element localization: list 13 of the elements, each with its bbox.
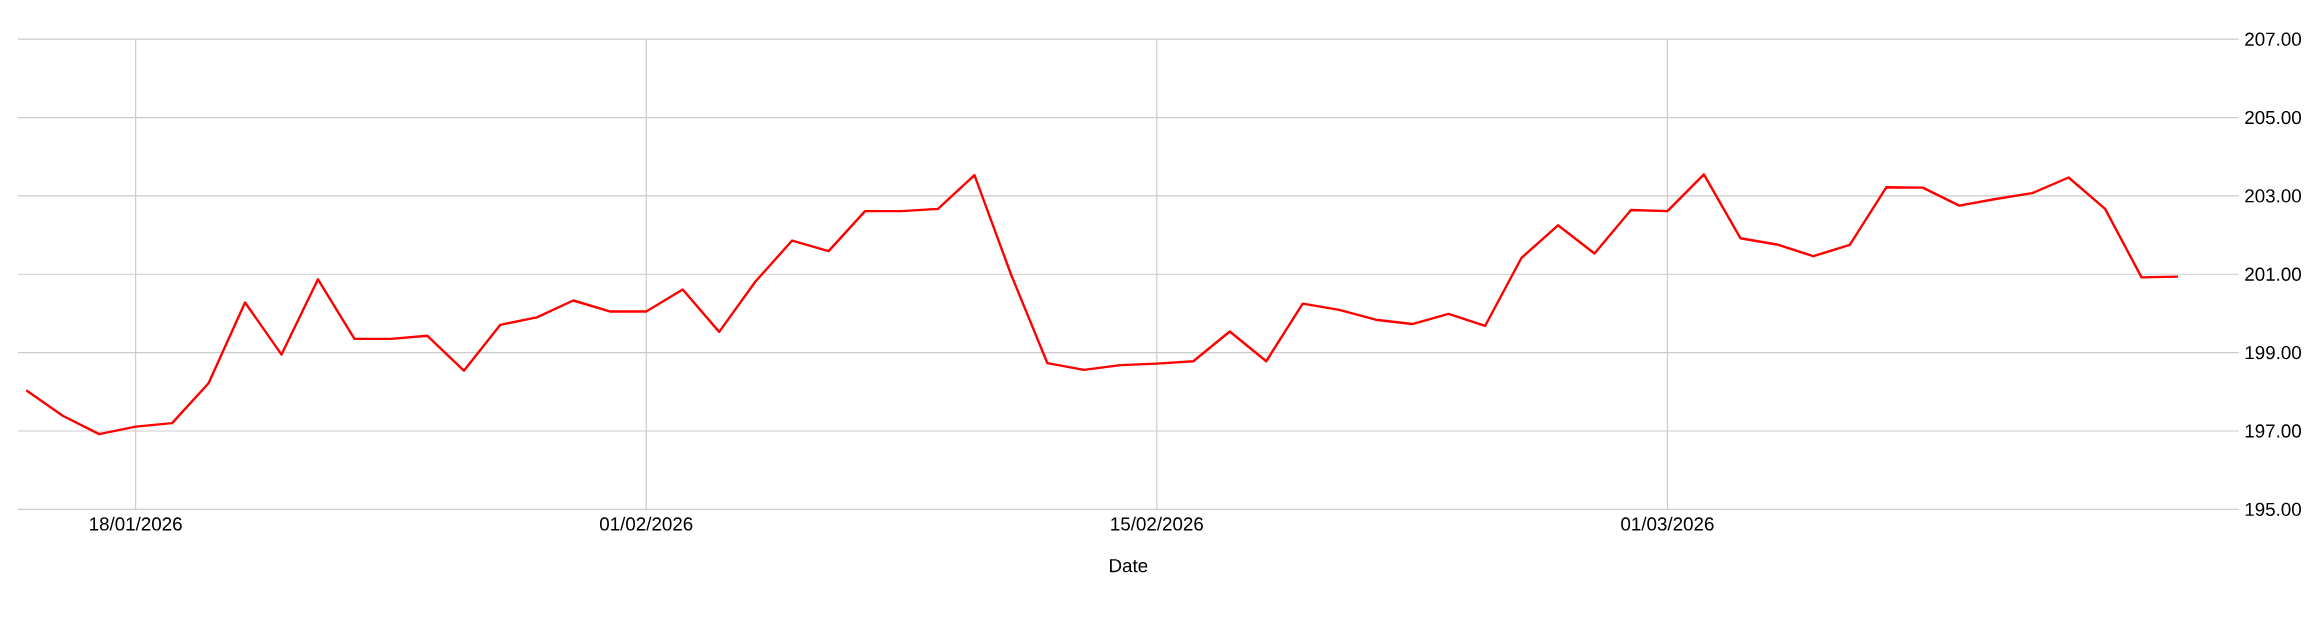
x-tick-label: 01/03/2026 [1621, 516, 1714, 531]
y-tick-label: 195.00 [2245, 502, 2301, 517]
x-axis-title: Date [1110, 559, 1148, 573]
y-tick-label: 207.00 [2245, 32, 2301, 46]
x-tick-label: 15/02/2026 [1111, 516, 1203, 531]
x-tick-label: 01/02/2026 [599, 516, 693, 531]
y-tick-label: 199.00 [2245, 346, 2301, 360]
line-series [25, 173, 2180, 436]
y-tick-label: 201.00 [2245, 267, 2301, 281]
y-tick-label: 197.00 [2245, 424, 2301, 438]
y-tick-label: 203.00 [2245, 189, 2301, 203]
x-tick-label: 18/01/2026 [90, 516, 182, 531]
y-tick-label: 205.00 [2245, 110, 2301, 125]
